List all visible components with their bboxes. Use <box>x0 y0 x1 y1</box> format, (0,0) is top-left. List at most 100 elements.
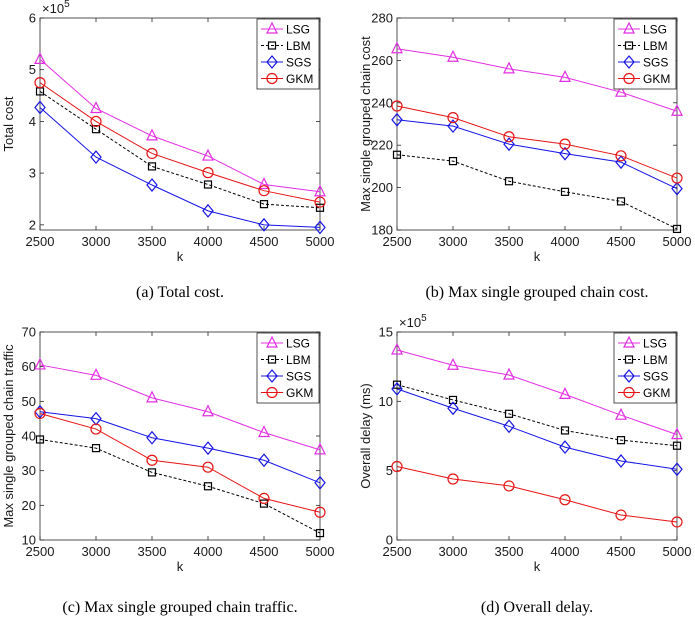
data-point-sgs <box>202 203 214 218</box>
legend-label-lsg: LSG <box>286 337 310 351</box>
data-point-lsg <box>391 342 403 355</box>
x-tick-label: 2500 <box>26 544 55 559</box>
data-point-gkm <box>671 172 683 184</box>
x-tick-label: 3000 <box>439 234 468 249</box>
data-point-sgs <box>90 150 102 165</box>
data-point-gkm <box>202 461 214 473</box>
data-point-lbm <box>672 441 682 450</box>
legend-marker-sgs <box>266 369 278 383</box>
legend-label-lsg: LSG <box>643 23 667 37</box>
y-tick-label: 10 <box>379 394 393 409</box>
y-axis-label: Max single grouped chain traffic <box>1 344 16 528</box>
data-point-lsg <box>671 427 683 440</box>
x-tick-label: 4500 <box>607 234 636 249</box>
data-point-lsg <box>314 442 326 455</box>
x-tick-label: 5000 <box>663 544 692 559</box>
series-line-lbm <box>396 154 678 230</box>
data-point-lsg <box>34 357 46 370</box>
data-point-lsg <box>447 357 459 370</box>
x-tick-label: 4000 <box>551 544 580 559</box>
legend-label-lbm: LBM <box>643 39 668 53</box>
legend-marker-sgs <box>623 55 635 69</box>
plot-frame <box>396 331 678 541</box>
data-point-gkm <box>447 473 459 485</box>
y-tick-label: 10 <box>22 533 36 548</box>
legend-marker-sgs <box>266 55 278 69</box>
legend-marker-gkm <box>623 72 635 85</box>
x-axis-label: k <box>534 249 541 264</box>
data-point-lbm <box>504 409 514 418</box>
data-point-gkm <box>90 115 102 128</box>
data-point-lsg <box>258 425 270 438</box>
data-point-gkm <box>447 112 459 124</box>
data-point-gkm <box>314 196 326 208</box>
data-point-lsg <box>90 367 102 380</box>
data-point-lsg <box>671 103 683 116</box>
data-point-lbm <box>672 224 682 234</box>
x-tick-label: 4000 <box>194 234 223 249</box>
data-point-lsg <box>146 390 158 403</box>
figure-caption: (a) Total cost. <box>136 284 224 301</box>
y-tick-label: 280 <box>371 11 393 26</box>
data-point-lbm <box>392 150 402 159</box>
y-tick-label: 15 <box>379 325 393 340</box>
y-tick-label: 3 <box>29 166 36 181</box>
series-line-lsg <box>396 48 678 112</box>
multiplier-exponent: 5 <box>421 313 427 324</box>
legend-marker-gkm <box>266 72 278 85</box>
x-axis-label: k <box>177 559 184 574</box>
data-point-sgs <box>146 430 158 445</box>
chart-panel-3: 2500 3000 3500 4000 4500 5000 10 20 30 40 50 60 70 k M… <box>1 325 334 617</box>
series-line-gkm <box>39 412 321 513</box>
data-point-lbm <box>560 187 570 196</box>
legend-marker-lsg <box>623 21 635 34</box>
data-point-lbm <box>448 157 458 166</box>
legend-marker-sgs <box>623 369 635 383</box>
x-axis-label: k <box>534 559 541 574</box>
series-line-lbm <box>39 91 321 209</box>
data-point-gkm <box>391 100 403 112</box>
data-point-lsg <box>503 367 515 380</box>
data-point-sgs <box>202 441 214 456</box>
series-line-sgs <box>396 119 678 190</box>
x-tick-label: 3000 <box>82 234 111 249</box>
y-tick-label: 200 <box>371 180 393 195</box>
data-point-lbm <box>504 177 514 186</box>
y-tick-label: 70 <box>22 325 36 340</box>
y-tick-label: 20 <box>22 498 36 513</box>
x-tick-label: 5000 <box>306 544 335 559</box>
y-tick-label: 5 <box>29 62 36 77</box>
legend-label-sgs: SGS <box>286 56 311 70</box>
x-axis-label: k <box>177 249 184 264</box>
chart-panel-1: 2500 3000 3500 4000 4500 500023456×105kTotal … <box>1 0 334 301</box>
data-point-lsg <box>202 148 214 161</box>
data-point-lsg <box>34 52 46 64</box>
y-tick-label: 260 <box>371 53 393 68</box>
data-point-lbm <box>315 528 325 538</box>
data-point-lbm <box>203 482 213 491</box>
x-tick-label: 2500 <box>383 544 412 559</box>
legend-label-lsg: LSG <box>643 337 667 351</box>
series-line-lsg <box>396 349 678 436</box>
data-point-sgs <box>671 181 683 196</box>
figure-caption: (b) Max single grouped chain cost. <box>425 284 648 301</box>
data-point-gkm <box>258 492 270 504</box>
data-point-lsg <box>258 177 270 190</box>
data-point-lbm <box>259 499 269 508</box>
x-tick-label: 5000 <box>306 234 335 249</box>
x-tick-label: 4000 <box>194 544 223 559</box>
y-tick-label: 180 <box>371 223 393 238</box>
x-tick-label: 3500 <box>138 234 167 249</box>
legend-label-sgs: SGS <box>643 56 668 70</box>
data-point-sgs <box>391 112 403 127</box>
multiplier-exponent: 5 <box>64 0 70 10</box>
data-point-lsg <box>559 387 571 399</box>
data-point-lsg <box>615 407 627 420</box>
axis-multiplier: ×105 <box>399 313 427 330</box>
data-point-gkm <box>559 494 571 506</box>
data-point-sgs <box>258 217 270 232</box>
legend-marker-gkm <box>266 386 278 399</box>
legend-label-sgs: SGS <box>643 370 668 384</box>
data-point-lsg <box>90 101 102 114</box>
data-point-sgs <box>559 146 571 161</box>
